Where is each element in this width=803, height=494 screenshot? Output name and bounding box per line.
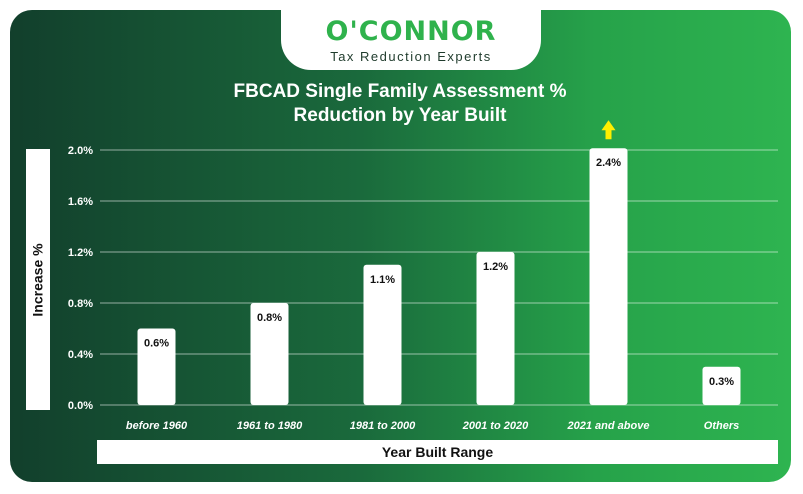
bar bbox=[702, 366, 741, 405]
x-axis-label: Year Built Range bbox=[381, 444, 494, 460]
data-label: 1.2% bbox=[483, 261, 508, 273]
bar bbox=[476, 252, 515, 405]
data-label: 0.3% bbox=[709, 376, 734, 388]
x-tick-label: before 1960 bbox=[126, 420, 188, 432]
y-axis-label-box bbox=[26, 149, 50, 410]
up-arrow-icon bbox=[601, 120, 616, 140]
data-label: 2.4% bbox=[596, 157, 621, 169]
chart-title-line1: FBCAD Single Family Assessment % bbox=[233, 81, 567, 102]
x-tick-label: 1981 to 2000 bbox=[350, 420, 416, 432]
y-tick-label: 0.0% bbox=[68, 400, 93, 412]
y-tick-label: 0.8% bbox=[68, 298, 93, 310]
x-tick-label: 2001 to 2020 bbox=[462, 420, 529, 432]
x-tick-label: 1961 to 1980 bbox=[237, 420, 303, 432]
logo-tagline: Tax Reduction Experts bbox=[330, 49, 492, 64]
y-tick-label: 1.6% bbox=[68, 196, 93, 208]
data-label: 0.6% bbox=[144, 338, 169, 350]
logo-wordmark: O'CONNOR bbox=[325, 16, 497, 47]
data-label: 0.8% bbox=[257, 312, 282, 324]
y-tick-label: 0.4% bbox=[68, 349, 93, 361]
x-axis-label-box: Year Built Range bbox=[97, 440, 778, 464]
chart-title-line2: Reduction by Year Built bbox=[293, 105, 507, 126]
bar bbox=[589, 148, 628, 405]
logo: O'CONNOR Tax Reduction Experts bbox=[281, 10, 541, 70]
x-tick-label: Others bbox=[704, 420, 739, 432]
x-tick-label: 2021 and above bbox=[567, 420, 650, 432]
y-tick-label: 2.0% bbox=[68, 145, 93, 157]
data-label: 1.1% bbox=[370, 274, 395, 286]
bar bbox=[137, 328, 176, 405]
bar bbox=[363, 264, 402, 405]
bar bbox=[250, 303, 289, 405]
y-tick-label: 1.2% bbox=[68, 247, 93, 259]
chart-title: FBCAD Single Family Assessment % Reducti… bbox=[190, 80, 610, 128]
